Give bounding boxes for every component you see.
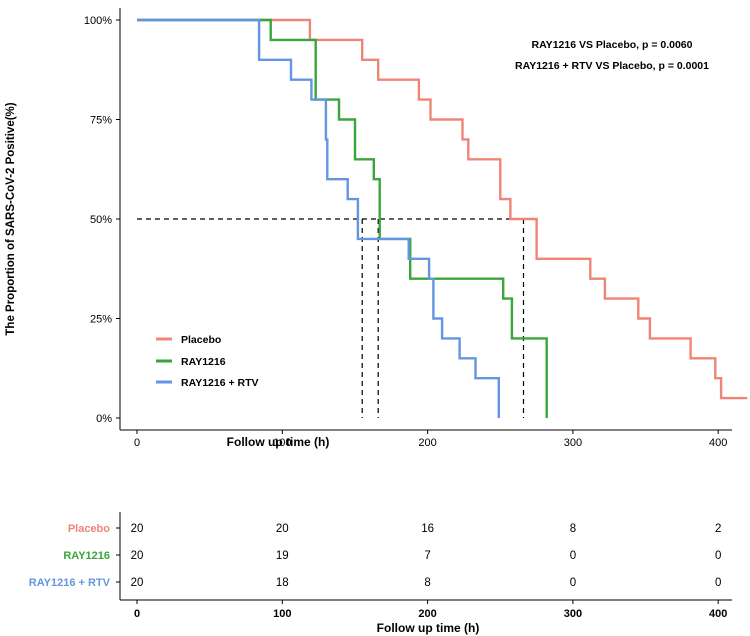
legend-label: RAY1216 + RTV — [181, 377, 259, 389]
risk-count: 20 — [131, 523, 144, 535]
risk-count: 19 — [276, 550, 289, 562]
survival-plot: 0 100 200 300 400 0% 25% 50% 75% 100% Follow up … — [5, 8, 748, 449]
risk-x-tick-label: 100 — [273, 608, 291, 620]
risk-count: 18 — [276, 577, 289, 589]
risk-count: 0 — [570, 550, 576, 562]
x-tick-label: 100 — [273, 437, 291, 449]
risk-row-label: RAY1216 + RTV — [29, 577, 111, 589]
risk-x-tick-label: 0 — [134, 608, 140, 620]
risk-row-label: Placebo — [68, 523, 110, 535]
y-tick-label: 0% — [96, 413, 112, 425]
risk-count: 0 — [715, 577, 721, 589]
risk-x-tick-label: 200 — [418, 608, 436, 620]
risk-count: 8 — [424, 577, 430, 589]
median-reference-lines — [137, 218, 525, 418]
risk-x-tick-label: 400 — [709, 608, 727, 620]
series-line-placebo — [137, 18, 748, 400]
risk-x-tick-label: 300 — [564, 608, 582, 620]
risk-count: 0 — [715, 550, 721, 562]
risk-count: 2 — [715, 523, 721, 535]
y-tick-label: 100% — [84, 15, 112, 27]
risk-table: Placebo 20 20 16 8 2 RAY1216 20 19 7 0 0 RAY1216 + R… — [29, 512, 732, 635]
x-tick-label: 400 — [709, 437, 727, 449]
risk-table-cells: Placebo 20 20 16 8 2 RAY1216 20 19 7 0 0 RAY1216 + R… — [29, 523, 722, 589]
y-tick-label: 50% — [90, 214, 112, 226]
risk-x-axis-label: Follow up time (h) — [377, 621, 480, 635]
x-axis-label: Follow up time (h) — [227, 435, 330, 449]
series-line-ray1216 — [137, 18, 548, 418]
risk-x-axis-ticks: 0 100 200 300 400 — [134, 600, 727, 620]
risk-count: 20 — [276, 523, 289, 535]
risk-count: 7 — [424, 550, 430, 562]
p-value-annotation: RAY1216 VS Placebo, p = 0.0060 — [531, 39, 692, 51]
risk-count: 20 — [131, 577, 144, 589]
y-tick-label: 25% — [90, 314, 112, 326]
legend: Placebo RAY1216 RAY1216 + RTV — [156, 334, 259, 389]
risk-count: 20 — [131, 550, 144, 562]
risk-count: 0 — [570, 577, 576, 589]
risk-count: 16 — [421, 523, 434, 535]
y-tick-label: 75% — [90, 115, 112, 127]
risk-count: 8 — [570, 523, 576, 535]
legend-label: Placebo — [181, 334, 221, 346]
x-tick-label: 300 — [564, 437, 582, 449]
risk-row-label: RAY1216 — [63, 550, 110, 562]
p-value-annotation: RAY1216 + RTV VS Placebo, p = 0.0001 — [515, 60, 709, 72]
series-line-ray1216-rtv — [137, 18, 500, 418]
y-axis-label: The Proportion of SARS-CoV-2 Positive(%) — [5, 102, 17, 335]
x-axis-ticks: 0 100 200 300 400 — [134, 430, 727, 449]
x-tick-label: 0 — [134, 437, 140, 449]
survival-curves — [137, 18, 748, 418]
y-axis-ticks: 0% 25% 50% 75% 100% — [84, 15, 120, 425]
x-tick-label: 200 — [418, 437, 436, 449]
legend-label: RAY1216 — [181, 356, 226, 368]
